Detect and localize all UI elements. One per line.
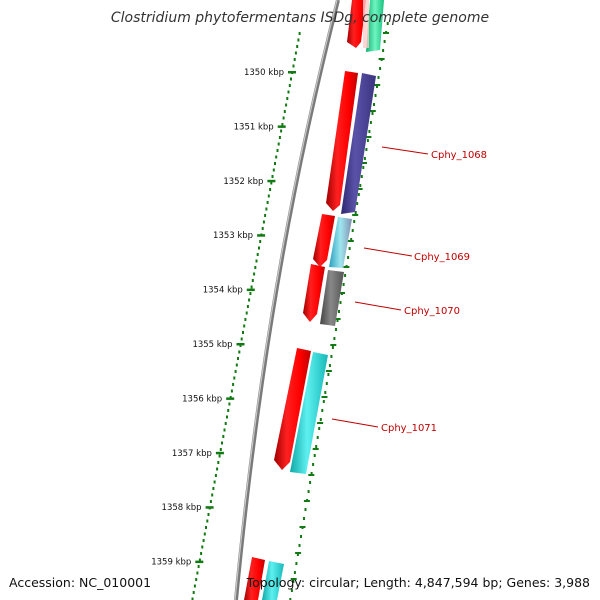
major-tick (277, 125, 286, 128)
cds-feature[interactable] (347, 0, 366, 48)
tick-label: 1350 kbp (244, 68, 284, 78)
tick-label: 1354 kbp (203, 286, 243, 296)
tick-label: 1352 kbp (223, 177, 263, 187)
gene-label-cphy-1070[interactable]: Cphy_1070 (404, 306, 460, 317)
major-tick (288, 71, 296, 74)
gene-label-cphy-1071[interactable]: Cphy_1071 (381, 423, 437, 434)
gene-feature-bottom[interactable] (262, 561, 284, 600)
map-title: Clostridium phytofermentans ISDg, comple… (110, 10, 490, 26)
major-tick (205, 506, 214, 509)
kbp-ruler (191, 32, 301, 600)
gene-label-cphy-1069[interactable]: Cphy_1069 (414, 252, 470, 263)
tick-label: 1358 kbp (162, 503, 202, 513)
tick-label: 1351 kbp (234, 122, 274, 132)
tick-labels: 1350 kbp 1351 kbp 1352 kbp 1353 kbp 1354 kbp… (151, 68, 284, 568)
major-tick (236, 343, 245, 346)
tick-label: 1353 kbp (213, 231, 253, 241)
cds-feature[interactable] (244, 557, 265, 600)
tick-label: 1359 kbp (151, 558, 191, 568)
cds-feature[interactable] (303, 264, 325, 322)
accession-text: Accession: NC_010001 (9, 575, 152, 590)
major-tick (246, 288, 255, 292)
gene-feature-cphy-1070[interactable] (320, 270, 344, 326)
cds-feature[interactable] (313, 214, 335, 267)
gene-feature-cphy-1068[interactable] (341, 73, 376, 214)
major-tick (257, 234, 266, 237)
outer-dotted-ring (289, 22, 389, 600)
gene-track (262, 0, 384, 600)
major-tick (195, 560, 204, 564)
gene-feature-cphy-1071[interactable] (290, 352, 328, 474)
cds-feature[interactable] (326, 71, 358, 211)
gene-feature-top[interactable] (366, 0, 384, 52)
tick-label: 1357 kbp (172, 449, 212, 459)
cds-track (244, 0, 366, 600)
major-tick (215, 451, 224, 455)
tick-label: 1356 kbp (182, 394, 222, 404)
tick-label: 1355 kbp (192, 340, 232, 350)
gene-feature-cphy-1069[interactable] (329, 217, 352, 268)
major-tick (226, 397, 235, 400)
gene-label-cphy-1068[interactable]: Cphy_1068 (431, 150, 487, 161)
gene-callouts: Cphy_1068 Cphy_1069 Cphy_1070 Cphy_1071 (331, 146, 487, 434)
genome-backbone (234, 0, 340, 600)
topology-text: Topology: circular; Length: 4,847,594 bp… (246, 575, 590, 590)
major-tick (267, 179, 276, 183)
cds-feature[interactable] (274, 348, 311, 470)
